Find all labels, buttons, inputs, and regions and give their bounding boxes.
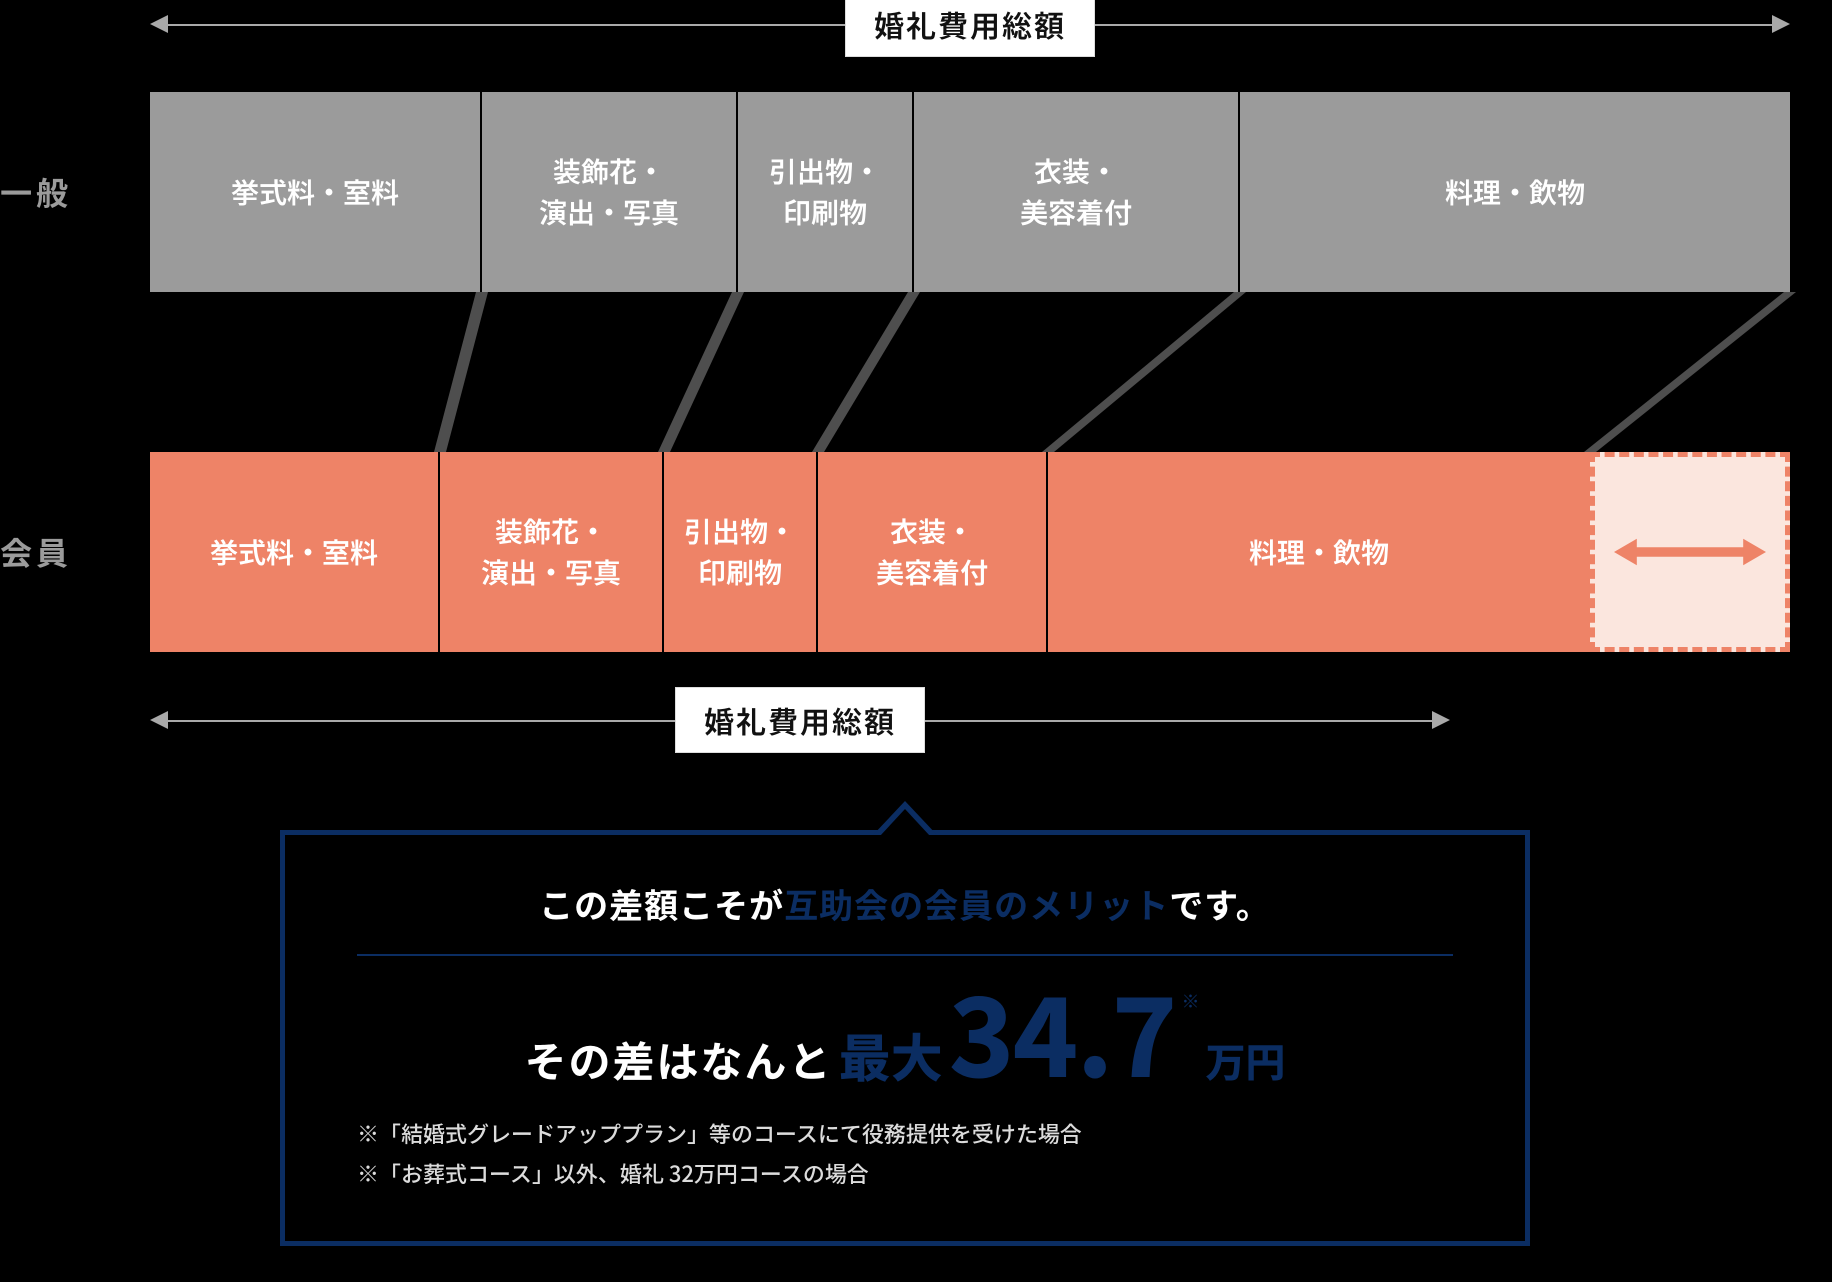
callout-line1-pre: この差額こそが [539, 879, 784, 928]
segment: 料理・飲物 [1048, 452, 1590, 652]
segment: 挙式料・室料 [150, 452, 440, 652]
segment: 装飾花・ 演出・写真 [482, 92, 738, 292]
callout-line2: その差はなんと 最大 34.7 ※ 万円 [357, 974, 1453, 1092]
callout-unit: 万円 [1205, 1031, 1285, 1089]
row-label-general: 一般 [0, 169, 72, 215]
callout-line1-em: 互助会の会員のメリット [784, 879, 1169, 928]
ruler-label-top: 婚礼費用総額 [845, 0, 1095, 57]
segment: 衣装・ 美容着付 [818, 452, 1048, 652]
callout-notes: ※「結婚式グレードアッププラン」等のコースにて役務提供を受けた場合 ※「お葬式コ… [357, 1114, 1453, 1193]
segment: 料理・飲物 [1240, 92, 1790, 292]
callout-line1-post: です。 [1169, 879, 1271, 928]
arrow-right-icon [1772, 15, 1790, 33]
row-label-member: 会員 [0, 529, 72, 575]
double-arrow-icon [1614, 532, 1766, 572]
segment: 挙式料・室料 [150, 92, 482, 292]
bar-general: 挙式料・室料装飾花・ 演出・写真引出物・ 印刷物衣装・ 美容着付料理・飲物 [150, 92, 1790, 292]
callout-divider [357, 954, 1453, 956]
callout-max: 最大 [839, 1017, 943, 1092]
callout-note1: ※「結婚式グレードアッププラン」等のコースにて役務提供を受けた場合 [357, 1114, 1453, 1154]
segment: 引出物・ 印刷物 [738, 92, 914, 292]
arrow-left-icon [150, 15, 168, 33]
callout-lead: その差はなんと [525, 1029, 833, 1090]
callout-pointer-icon [873, 801, 937, 835]
savings-box [1590, 452, 1790, 652]
ruler-label-bottom: 婚礼費用総額 [675, 687, 925, 753]
arrow-right-icon [1432, 711, 1450, 729]
arrow-left-icon [150, 711, 168, 729]
benefit-callout: この差額こそが互助会の会員のメリットです。 その差はなんと 最大 34.7 ※ … [280, 830, 1530, 1246]
callout-sup: ※ [1181, 988, 1199, 1014]
bar-member: 挙式料・室料装飾花・ 演出・写真引出物・ 印刷物衣装・ 美容着付料理・飲物 [150, 452, 1590, 652]
callout-value: 34.7 [949, 974, 1176, 1084]
callout-line1: この差額こそが互助会の会員のメリットです。 [357, 879, 1453, 928]
segment: 衣装・ 美容着付 [914, 92, 1240, 292]
segment: 引出物・ 印刷物 [664, 452, 818, 652]
callout-note2: ※「お葬式コース」以外、婚礼 32万円コースの場合 [357, 1154, 1453, 1194]
segment: 装飾花・ 演出・写真 [440, 452, 664, 652]
